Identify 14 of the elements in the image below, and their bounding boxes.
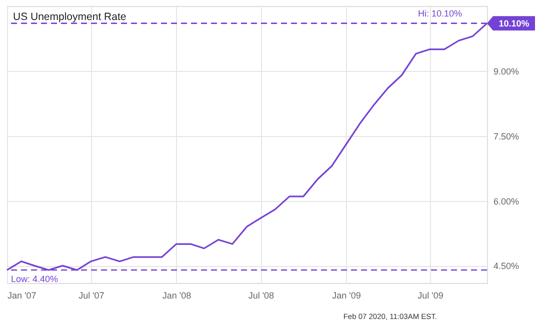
y-tick-label: 7.50%: [494, 131, 520, 142]
x-tick-label: Jan '09: [332, 290, 361, 300]
x-tick-label: Jan '07: [8, 290, 36, 300]
x-tick-label: Jul '08: [248, 290, 274, 300]
y-tick-label: 4.50%: [494, 261, 520, 272]
x-tick-label: Jul '09: [418, 290, 444, 300]
chart-title: US Unemployment Rate: [13, 11, 126, 23]
x-tick-label: Jul '07: [78, 290, 104, 300]
y-tick-label: 6.00%: [494, 196, 520, 206]
ref-line-label: Hi: 10.10%: [418, 8, 462, 18]
annotation: 10.10%: [498, 18, 530, 28]
ref-line-label: Low: 4.40%: [11, 274, 58, 284]
y-tick-label: 9.00%: [494, 66, 520, 76]
x-tick-label: Jan '08: [162, 290, 192, 300]
